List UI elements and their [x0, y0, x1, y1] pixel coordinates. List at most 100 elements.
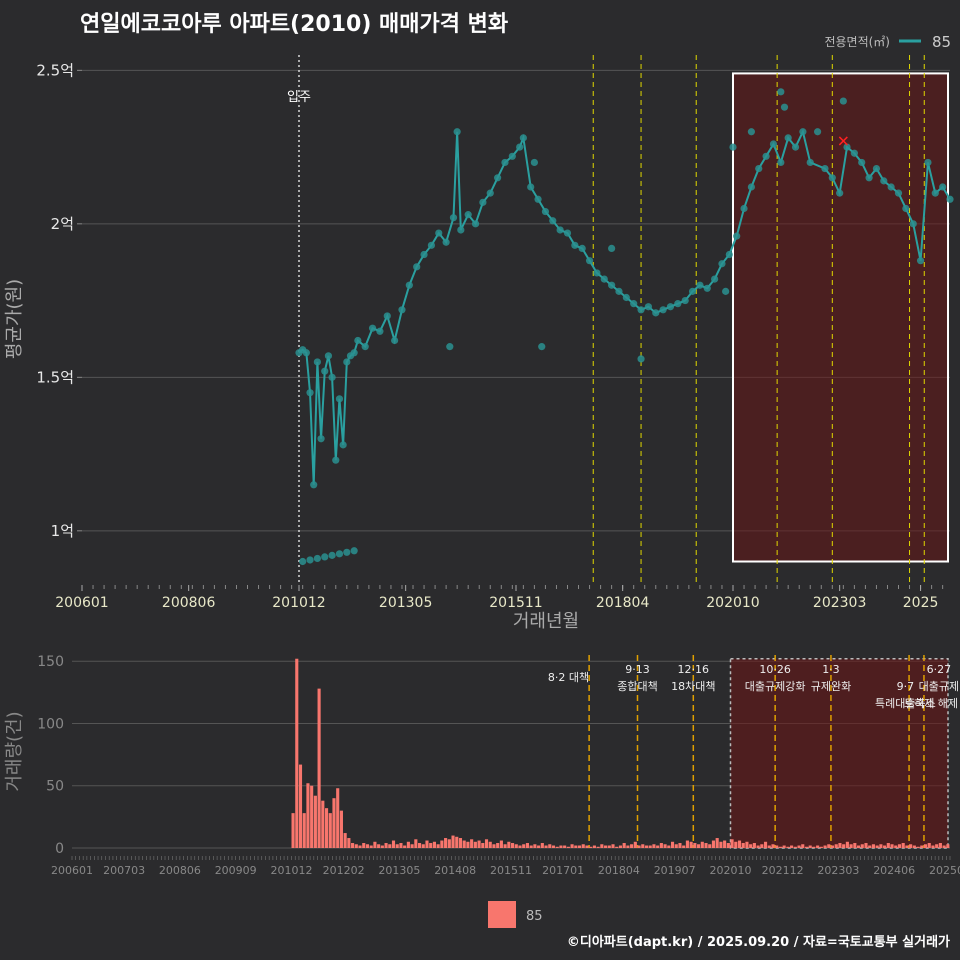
volume-bar	[905, 845, 909, 848]
y-tick-label: 0	[55, 841, 64, 857]
marker-stroke	[838, 136, 848, 146]
data-point	[637, 355, 645, 363]
data-point	[813, 128, 822, 136]
volume-bar	[566, 846, 570, 848]
policy-annotation: 9·7	[897, 680, 915, 693]
volume-bar	[358, 845, 362, 848]
data-point	[696, 281, 704, 289]
x-tick-label: 201408	[434, 864, 476, 877]
y-tick-label: 100	[37, 716, 64, 732]
volume-bar	[760, 844, 764, 848]
data-point	[666, 303, 675, 311]
volume-bar	[611, 844, 615, 848]
volume-bar	[455, 836, 459, 848]
volume-bar	[700, 841, 704, 848]
x-tick-label: 201511	[490, 864, 532, 877]
x-tick-label: 201012	[272, 595, 325, 611]
data-point	[457, 226, 465, 234]
volume-bar	[790, 845, 794, 848]
volume-bar	[745, 841, 749, 848]
y-tick-label: 50	[46, 779, 64, 795]
volume-bar	[429, 843, 433, 848]
data-point	[306, 389, 314, 397]
data-point	[343, 358, 351, 366]
volume-bar	[704, 843, 708, 848]
volume-bar	[514, 844, 518, 848]
volume-bar	[823, 845, 827, 848]
volume-bar	[678, 843, 682, 848]
volume-bar	[563, 845, 567, 848]
volume-bar	[544, 845, 548, 848]
x-tick-label: 200601	[51, 864, 93, 877]
volume-bar	[436, 844, 440, 848]
data-point	[383, 312, 391, 320]
volume-bar	[834, 844, 838, 848]
volume-bar	[444, 838, 448, 848]
volume-bar	[313, 795, 317, 848]
x-tick-label: 2025	[903, 595, 939, 611]
volume-bar	[373, 841, 377, 848]
volume-bar	[347, 838, 351, 848]
data-point	[313, 554, 321, 563]
highlight-box	[732, 72, 949, 563]
data-point	[894, 189, 903, 197]
data-point	[902, 204, 910, 213]
volume-bar	[682, 845, 686, 848]
x-tick-label: 201804	[596, 595, 650, 611]
policy-annotation: 1·3	[822, 663, 840, 676]
volume-bar	[830, 845, 835, 848]
data-point	[317, 435, 325, 443]
data-point	[585, 257, 594, 265]
volume-bar	[909, 844, 913, 848]
volume-bar	[295, 658, 299, 848]
y-axis-label: 거래량(건)	[4, 711, 25, 791]
volume-bar	[589, 846, 593, 848]
volume-bar	[581, 844, 585, 848]
volume-bar	[752, 843, 756, 848]
volume-bar	[801, 844, 805, 848]
volume-bar	[879, 844, 883, 848]
volume-bar	[719, 841, 723, 848]
volume-bar	[927, 843, 931, 848]
data-point	[755, 164, 763, 173]
volume-bar	[793, 846, 797, 848]
volume-bar	[734, 841, 738, 848]
data-point	[420, 250, 428, 259]
volume-bar	[659, 843, 663, 848]
volume-bar	[406, 841, 410, 848]
volume-bar	[763, 841, 768, 848]
data-point	[799, 128, 807, 136]
data-point	[321, 367, 329, 375]
policy-annotation: 10·26	[759, 663, 791, 676]
data-point	[924, 158, 932, 167]
move-in-label: 입주	[287, 90, 311, 105]
data-point	[324, 352, 333, 360]
data-point	[299, 557, 307, 566]
data-point	[405, 281, 413, 289]
volume-bar	[931, 845, 935, 848]
volume-bar	[708, 844, 712, 848]
volume-bar	[894, 845, 898, 848]
data-point	[718, 260, 726, 268]
policy-annotation: 대출규제강화	[745, 680, 806, 693]
data-point	[729, 143, 737, 151]
data-point	[791, 143, 800, 151]
data-point	[471, 220, 480, 228]
y-tick-label: 1억	[51, 522, 74, 540]
volume-bar	[916, 846, 920, 848]
volume-bar	[853, 843, 857, 848]
volume-bar	[938, 843, 942, 848]
volume-chart: 0 50 100 150 8·2 대책 9·13 종합대책 12·16 18차대책 10·26 대출…	[4, 654, 960, 877]
data-point	[777, 88, 785, 96]
volume-bar	[481, 843, 485, 848]
chart-title: 연일에코코아루 아파트(2010) 매매가격 변화	[80, 12, 509, 37]
volume-bar	[533, 844, 537, 848]
volume-bar	[656, 845, 660, 848]
data-point	[725, 250, 733, 259]
data-point	[722, 287, 730, 295]
data-point	[681, 296, 689, 305]
y-tick-label: 2억	[51, 215, 74, 233]
data-point	[711, 275, 719, 283]
policy-annotation: 특례대출축소	[875, 697, 936, 710]
volume-bar	[354, 844, 358, 848]
